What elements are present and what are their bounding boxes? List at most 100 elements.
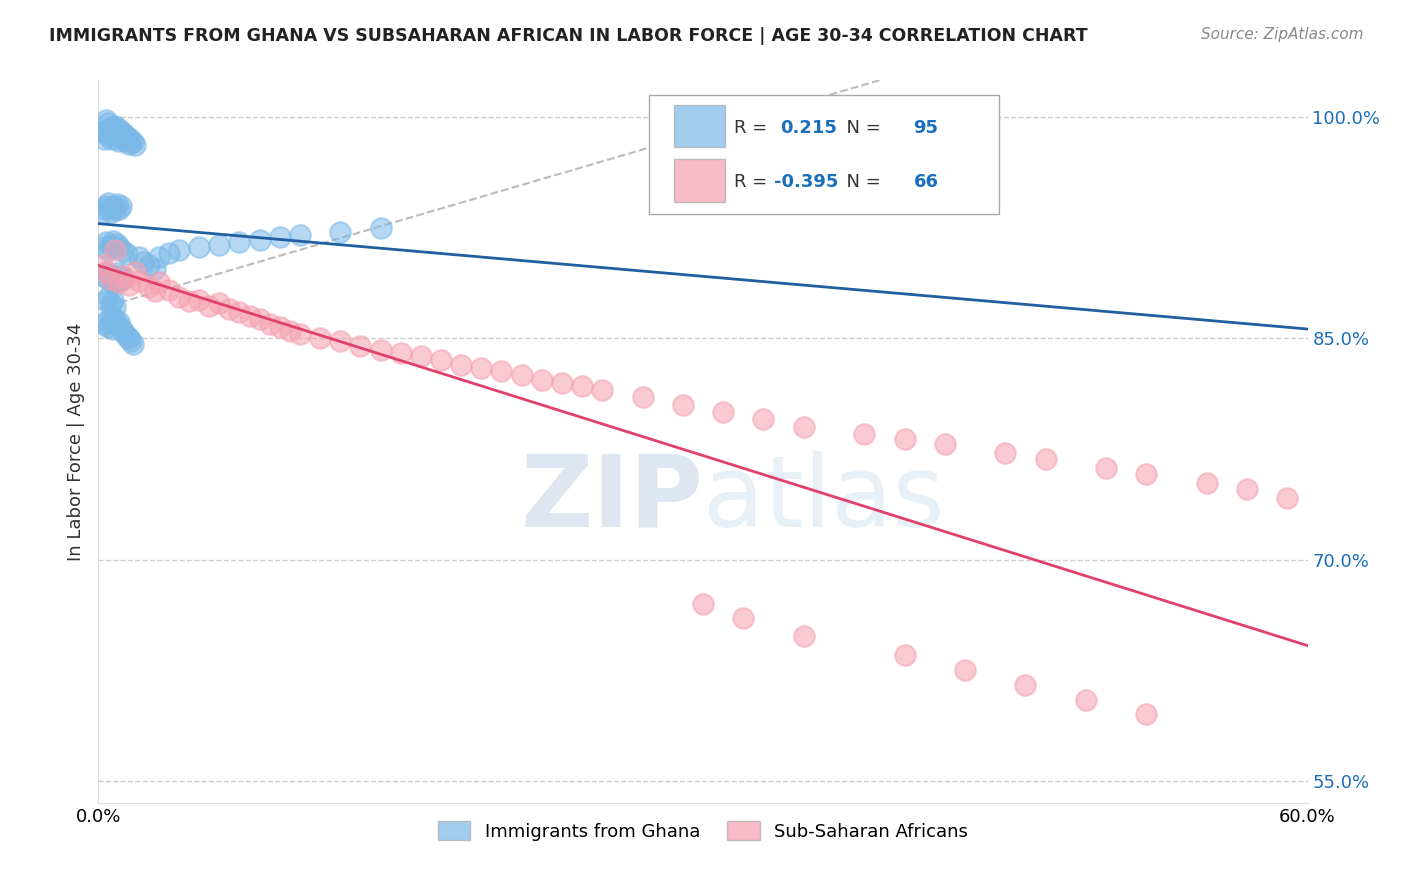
Point — [107, 202, 129, 216]
Point — [179, 294, 201, 309]
Point — [148, 250, 170, 264]
Point — [97, 128, 120, 142]
Point — [228, 235, 250, 250]
Point — [591, 383, 613, 397]
Point — [288, 326, 311, 341]
Point — [530, 373, 553, 387]
Point — [111, 269, 134, 284]
Point — [551, 376, 574, 390]
Point — [107, 315, 129, 329]
Text: 66: 66 — [914, 173, 938, 191]
Point — [370, 220, 392, 235]
Point — [100, 310, 122, 325]
Point — [105, 129, 128, 144]
Point — [239, 309, 262, 323]
Point — [893, 648, 915, 663]
Point — [672, 398, 695, 412]
Point — [631, 390, 654, 404]
Point — [107, 274, 129, 288]
Point — [96, 125, 118, 139]
Point — [409, 349, 432, 363]
Point — [105, 318, 128, 332]
Point — [491, 364, 513, 378]
Point — [132, 254, 155, 268]
Point — [1277, 491, 1299, 505]
Point — [107, 122, 129, 136]
Point — [101, 322, 124, 336]
Point — [107, 275, 129, 289]
Point — [733, 611, 755, 625]
Point — [249, 233, 271, 247]
Point — [96, 294, 118, 309]
Point — [188, 240, 211, 254]
Point — [1236, 482, 1258, 496]
Point — [111, 132, 134, 146]
Point — [105, 267, 128, 281]
Point — [111, 324, 134, 338]
Point — [96, 313, 118, 327]
Point — [269, 319, 291, 334]
Point — [470, 360, 492, 375]
Point — [953, 663, 976, 677]
Point — [934, 437, 956, 451]
Point — [103, 301, 125, 315]
Point — [793, 419, 815, 434]
Point — [288, 228, 311, 243]
Point — [93, 132, 115, 146]
Point — [1095, 461, 1118, 475]
Point — [101, 234, 124, 248]
Point — [105, 123, 128, 137]
Point — [118, 331, 141, 345]
Point — [143, 284, 166, 298]
Text: Source: ZipAtlas.com: Source: ZipAtlas.com — [1201, 27, 1364, 42]
Point — [100, 272, 122, 286]
Point — [103, 271, 125, 285]
Point — [120, 334, 142, 349]
Point — [1135, 707, 1157, 722]
Point — [101, 293, 124, 307]
Point — [97, 195, 120, 210]
Point — [111, 244, 134, 259]
Text: N =: N = — [835, 173, 886, 191]
Point — [121, 337, 143, 351]
Point — [893, 432, 915, 446]
Point — [110, 125, 132, 139]
Point — [329, 334, 352, 349]
Point — [148, 275, 170, 289]
Point — [167, 290, 190, 304]
Point — [97, 272, 120, 286]
Point — [115, 132, 138, 146]
Point — [853, 427, 876, 442]
Point — [100, 132, 122, 146]
Point — [114, 134, 136, 148]
Point — [97, 319, 120, 334]
FancyBboxPatch shape — [648, 95, 1000, 214]
Point — [138, 258, 160, 272]
Point — [93, 317, 115, 331]
Point — [103, 312, 125, 326]
Point — [100, 268, 122, 282]
Point — [100, 297, 122, 311]
Point — [103, 119, 125, 133]
Point — [96, 199, 118, 213]
FancyBboxPatch shape — [673, 159, 724, 202]
Point — [103, 202, 125, 217]
Text: R =: R = — [734, 119, 773, 136]
Point — [349, 339, 371, 353]
Point — [157, 245, 180, 260]
Point — [115, 330, 138, 344]
Point — [128, 274, 150, 288]
Point — [259, 317, 281, 331]
Point — [249, 312, 271, 326]
Point — [269, 229, 291, 244]
Point — [103, 241, 125, 255]
Point — [1256, 821, 1278, 835]
Point — [101, 275, 124, 289]
Point — [110, 269, 132, 284]
Point — [111, 272, 134, 286]
Point — [1135, 467, 1157, 481]
Y-axis label: In Labor Force | Age 30-34: In Labor Force | Age 30-34 — [66, 322, 84, 561]
Point — [430, 353, 453, 368]
Text: atlas: atlas — [703, 450, 945, 548]
Point — [157, 283, 180, 297]
